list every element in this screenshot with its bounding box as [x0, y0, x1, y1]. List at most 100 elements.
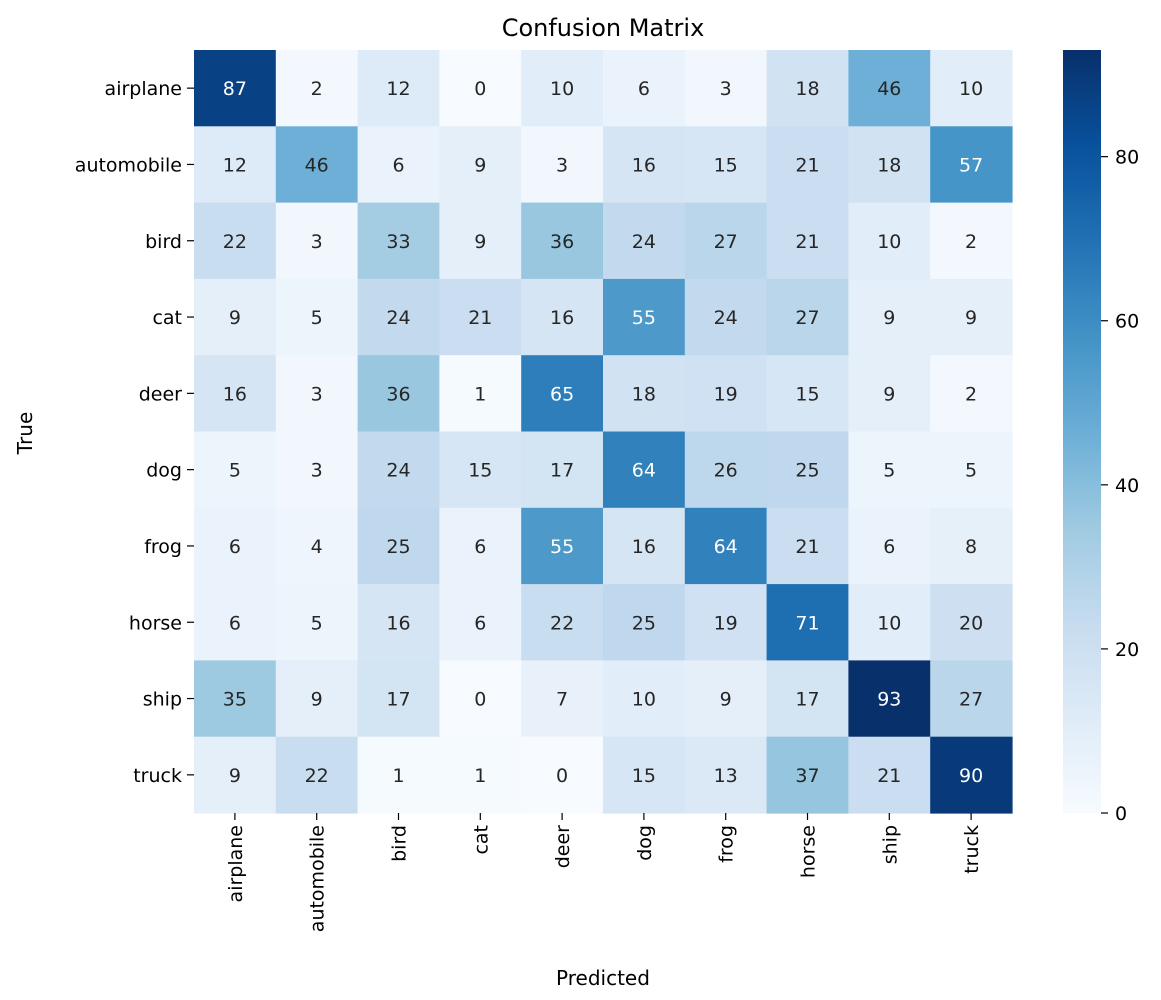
heatmap-cell: [766, 50, 849, 127]
heatmap-cell: [194, 50, 277, 127]
colorbar-tick-label: 80: [1115, 147, 1139, 169]
column-tick-labels: airplane automobile bird cat deer dog frog hors…: [225, 813, 983, 932]
cell-value-label: 2: [965, 383, 977, 405]
heatmap-cell: [275, 431, 359, 509]
cell-value-label: 16: [632, 154, 656, 176]
row-tick-label: deer: [139, 383, 182, 405]
heatmap-cell: [930, 584, 1013, 661]
heatmap-cell: [930, 50, 1013, 127]
cell-value-label: 18: [877, 154, 901, 176]
cell-value-label: 6: [229, 536, 241, 558]
cell-value-label: 9: [883, 307, 895, 329]
cell-value-label: 46: [305, 154, 329, 176]
heatmap-cell: [930, 202, 1013, 280]
cell-value-label: 12: [386, 78, 410, 100]
cell-value-label: 10: [550, 78, 574, 100]
cell-value-label: 33: [386, 231, 410, 253]
heatmap-cell: [603, 278, 686, 356]
heatmap-cell: [766, 278, 849, 356]
column-tick-label: airplane: [225, 825, 247, 902]
heatmap-cells: [194, 50, 1013, 814]
heatmap-cell: [930, 736, 1013, 814]
cell-value-label: 22: [223, 231, 247, 253]
cell-value-label: 18: [795, 78, 819, 100]
heatmap-cell: [439, 126, 522, 204]
cell-value-label: 21: [795, 154, 819, 176]
heatmap-cell: [521, 507, 604, 585]
cell-value-label: 24: [386, 307, 410, 329]
cell-value-label: 12: [223, 154, 247, 176]
cell-value-label: 9: [229, 765, 241, 787]
heatmap-cell: [357, 202, 440, 280]
heatmap-cell: [521, 278, 604, 356]
cell-value-label: 0: [474, 689, 486, 711]
cell-value-label: 1: [392, 765, 404, 787]
colorbar-tick-label: 20: [1115, 639, 1139, 661]
cell-value-label: 9: [229, 307, 241, 329]
cell-value-label: 93: [877, 689, 901, 711]
cell-value-label: 6: [883, 536, 895, 558]
column-tick-label: dog: [634, 825, 656, 861]
row-tick-label: frog: [144, 536, 182, 558]
cell-value-label: 3: [556, 154, 568, 176]
cell-value-label: 3: [720, 78, 732, 100]
cell-value-label: 65: [550, 383, 574, 405]
cell-value-label: 55: [632, 307, 656, 329]
heatmap-cell: [684, 50, 768, 127]
cell-value-label: 9: [474, 154, 486, 176]
cell-value-label: 5: [311, 307, 323, 329]
cell-value-label: 9: [311, 689, 323, 711]
column-tick-label: ship: [879, 825, 901, 864]
heatmap-cell: [439, 584, 522, 661]
cell-value-label: 35: [223, 689, 247, 711]
heatmap-cell: [684, 660, 768, 738]
cell-value-label: 9: [474, 231, 486, 253]
colorbar: [1063, 50, 1101, 813]
heatmap-cell: [521, 660, 604, 738]
column-tick-label: automobile: [307, 825, 329, 932]
row-tick-label: truck: [133, 765, 182, 787]
cell-value-label: 27: [795, 307, 819, 329]
heatmap-cell: [848, 660, 931, 738]
heatmap-cell: [439, 660, 522, 738]
cell-value-label: 2: [965, 231, 977, 253]
cell-value-label: 15: [468, 460, 492, 482]
heatmap-cell: [357, 355, 440, 433]
cell-value-label: 57: [959, 154, 983, 176]
colorbar-tick-label: 0: [1115, 803, 1127, 825]
heatmap-cell: [766, 431, 849, 509]
cell-value-label: 21: [468, 307, 492, 329]
heatmap-cell: [194, 736, 277, 814]
heatmap-cell: [357, 660, 440, 738]
heatmap-cell: [603, 736, 686, 814]
cell-value-label: 1: [474, 383, 486, 405]
row-tick-label: airplane: [105, 78, 182, 100]
heatmap-cell: [766, 736, 849, 814]
heatmap-cell: [194, 584, 277, 661]
heatmap-cell: [848, 278, 931, 356]
cell-value-label: 21: [877, 765, 901, 787]
cell-value-label: 6: [229, 612, 241, 634]
heatmap-cell: [194, 278, 277, 356]
cell-value-label: 21: [795, 231, 819, 253]
column-tick-label: horse: [798, 825, 820, 878]
row-tick-label: bird: [145, 231, 182, 253]
heatmap-cell: [684, 126, 768, 204]
cell-value-label: 19: [714, 383, 738, 405]
column-tick-label: frog: [716, 825, 738, 863]
cell-value-label: 3: [311, 460, 323, 482]
cell-value-label: 5: [965, 460, 977, 482]
colorbar-tick-label: 60: [1115, 311, 1139, 333]
cell-value-label: 25: [632, 612, 656, 634]
heatmap-cell: [603, 584, 686, 661]
cell-value-label: 7: [556, 689, 568, 711]
heatmap-cell: [357, 278, 440, 356]
y-axis-label: True: [13, 412, 37, 455]
cell-value-label: 10: [877, 231, 901, 253]
row-tick-labels: airplane automobile bird cat deer dog frog hors…: [75, 78, 194, 787]
heatmap-cell: [684, 202, 768, 280]
cell-value-label: 90: [959, 765, 983, 787]
cell-value-label: 26: [714, 460, 738, 482]
heatmap-cell: [848, 355, 931, 433]
